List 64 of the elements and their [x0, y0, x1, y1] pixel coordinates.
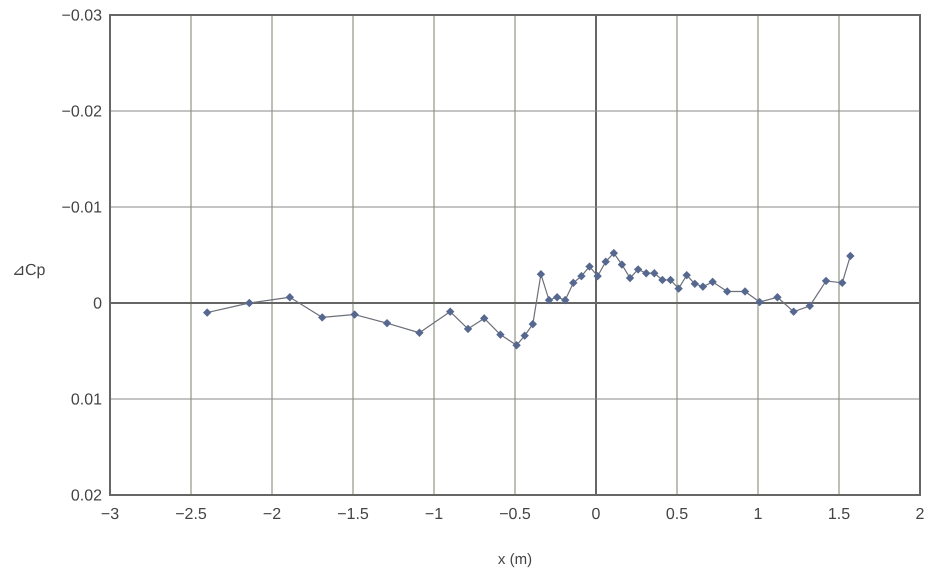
- x-tick-label: −1: [424, 506, 444, 523]
- point: [415, 328, 424, 337]
- y-tick-label: −0.03: [62, 8, 102, 25]
- point: [789, 307, 798, 316]
- x-axis-title: x (m): [498, 551, 532, 568]
- point: [544, 296, 554, 304]
- point: [822, 276, 830, 286]
- point: [708, 278, 717, 286]
- point: [682, 270, 691, 280]
- x-tick-label: −2.5: [175, 506, 207, 523]
- x-tick-label: 0: [592, 506, 601, 523]
- point: [618, 260, 626, 269]
- point: [286, 293, 294, 302]
- point: [446, 307, 454, 316]
- point: [698, 282, 708, 291]
- point: [496, 330, 505, 339]
- point: [318, 313, 326, 322]
- x-tick-label: −1.5: [337, 506, 369, 523]
- point: [552, 293, 562, 302]
- point: [569, 278, 578, 288]
- x-tick-label: 1.5: [828, 506, 850, 523]
- y-tick-label: −0.01: [62, 200, 102, 217]
- point: [528, 320, 538, 328]
- point: [634, 265, 642, 274]
- y-tick-label: −0.02: [62, 104, 102, 121]
- x-tick-label: −2: [262, 506, 282, 523]
- point: [650, 269, 659, 278]
- y-axis-title: ⊿Cp: [12, 262, 46, 279]
- point: [203, 308, 212, 317]
- point: [773, 293, 782, 302]
- point: [593, 272, 602, 280]
- x-tick-label: −3: [100, 506, 120, 523]
- point: [690, 280, 700, 288]
- y-tick-label: 0.02: [70, 488, 102, 505]
- point: [723, 287, 732, 296]
- point: [480, 314, 488, 323]
- point: [626, 274, 634, 282]
- point: [245, 298, 254, 308]
- point: [674, 284, 683, 293]
- point: [464, 324, 472, 334]
- point: [561, 296, 570, 304]
- point: [658, 276, 667, 284]
- point: [382, 318, 392, 328]
- point: [602, 258, 610, 266]
- point: [846, 252, 855, 260]
- y-tick-label: 0.01: [70, 392, 102, 409]
- x-tick-label: 0.5: [666, 506, 688, 523]
- x-tick-label: 2: [916, 506, 925, 523]
- point: [610, 248, 618, 258]
- point: [350, 310, 359, 319]
- point: [512, 341, 521, 350]
- point: [536, 270, 546, 278]
- point: [838, 278, 846, 288]
- point: [585, 262, 594, 271]
- x-tick-label: −0.5: [499, 506, 531, 523]
- point: [577, 272, 586, 280]
- x-tick-label: 1: [754, 506, 763, 523]
- y-tick-label: 0: [93, 296, 102, 313]
- point: [520, 331, 529, 340]
- point: [642, 269, 650, 278]
- point: [806, 302, 814, 310]
- point: [740, 287, 750, 296]
- point: [755, 298, 764, 306]
- point: [666, 276, 675, 284]
